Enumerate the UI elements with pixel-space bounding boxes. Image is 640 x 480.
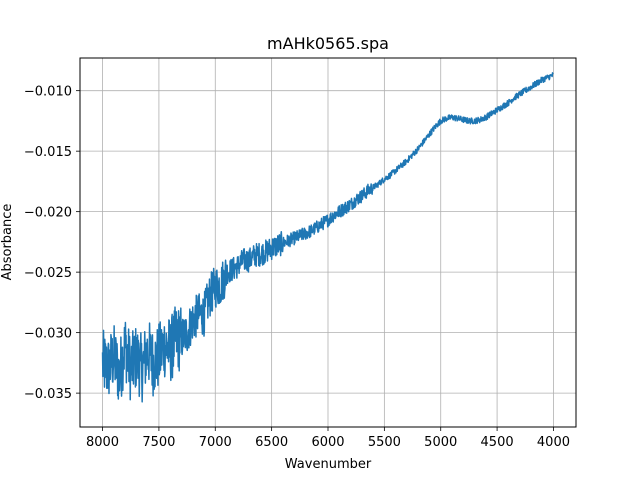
y-tick-label: −0.025 xyxy=(24,266,72,281)
x-tick-label: 6000 xyxy=(311,435,344,450)
y-tick-label: −0.035 xyxy=(24,387,72,402)
x-axis-label: Wavenumber xyxy=(285,457,372,472)
x-axis: 8000 7500 7000 6500 6000 5500 5000 4500 4000 xyxy=(86,427,570,450)
x-tick-label: 6500 xyxy=(255,435,288,450)
x-tick-label: 5000 xyxy=(424,435,457,450)
y-axis-label: Absorbance xyxy=(0,204,15,281)
y-axis: −0.035 −0.030 −0.025 −0.020 −0.015 −0.010 xyxy=(24,85,80,402)
x-tick-label: 4000 xyxy=(537,435,570,450)
chart-title: mAHk0565.spa xyxy=(267,34,389,53)
x-tick-label: 7500 xyxy=(142,435,175,450)
x-tick-label: 4500 xyxy=(481,435,514,450)
x-tick-label: 8000 xyxy=(86,435,119,450)
plot-area xyxy=(101,72,554,403)
y-tick-label: −0.030 xyxy=(24,327,72,342)
y-tick-label: −0.010 xyxy=(24,85,72,100)
grid xyxy=(80,58,576,427)
y-tick-label: −0.015 xyxy=(24,145,72,160)
x-tick-label: 7000 xyxy=(199,435,232,450)
x-tick-label: 5500 xyxy=(368,435,401,450)
series-line xyxy=(101,72,554,403)
y-tick-label: −0.020 xyxy=(24,206,72,221)
